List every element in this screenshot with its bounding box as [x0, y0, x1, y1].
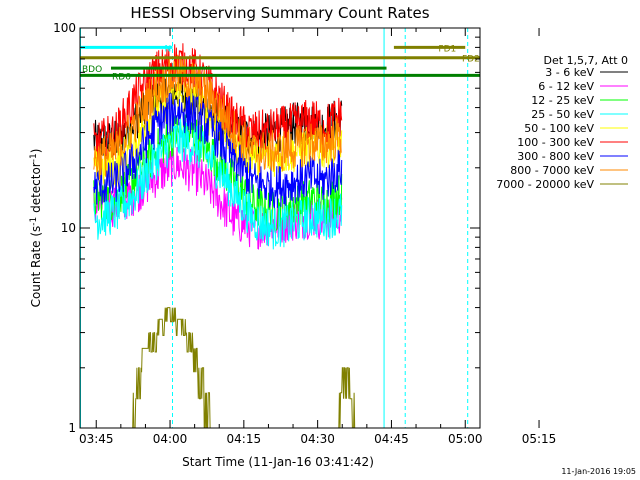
- footer-timestamp: 11-Jan-2016 19:05: [561, 467, 636, 476]
- y-tick-label-1: 10: [61, 221, 76, 235]
- y-axis-label: Count Rate (s-1 detector-1): [29, 149, 43, 308]
- x-tick-label-0: 03:45: [79, 432, 114, 446]
- annotation-label-2: FD2: [462, 55, 480, 65]
- annotation-label-0: N: [164, 44, 171, 54]
- x-tick-label-3: 04:30: [300, 432, 335, 446]
- legend-label-5: 100 - 300 keV: [517, 136, 594, 149]
- x-tick-label-1: 04:00: [153, 432, 188, 446]
- legend-label-6: 300 - 800 keV: [517, 150, 594, 163]
- legend-label-3: 25 - 50 keV: [531, 108, 594, 121]
- x-tick-label-4: 04:45: [374, 432, 409, 446]
- series-line-7: [93, 54, 342, 180]
- series-line-5: [93, 43, 343, 163]
- legend-label-0: 3 - 6 keV: [545, 66, 594, 79]
- x-axis-label: Start Time (11-Jan-16 03:41:42): [182, 455, 374, 469]
- series-line-6: [93, 92, 343, 209]
- x-tick-label-5: 05:00: [448, 432, 483, 446]
- legend-label-7: 800 - 7000 keV: [510, 164, 594, 177]
- legend-label-1: 6 - 12 keV: [538, 80, 594, 93]
- series-line-3: [93, 118, 343, 250]
- axes: 03:45 04:00 04:15 04:30 04:45 05:00 05:15 1 10 10…: [53, 21, 556, 446]
- legend-header: Det 1,5,7, Att 0: [544, 54, 628, 67]
- legend-label-4: 50 - 100 keV: [524, 122, 594, 135]
- annotation-label-4: RD6: [112, 72, 131, 82]
- x-tick-label-6: 05:15: [522, 432, 557, 446]
- plot-area: N FD1 FD2 BDO RD6: [79, 28, 480, 429]
- y-tick-label-2: 100: [53, 21, 76, 35]
- series-line-8: [93, 307, 357, 429]
- y-tick-label-0: 1: [68, 421, 76, 435]
- annotation-label-1: FD1: [438, 44, 456, 54]
- legend-label-8: 7000 - 20000 keV: [496, 178, 594, 191]
- x-tick-label-2: 04:15: [227, 432, 262, 446]
- legend-label-2: 12 - 25 keV: [531, 94, 594, 107]
- chart-title: HESSI Observing Summary Count Rates: [130, 4, 429, 22]
- annotation-label-3: BDO: [82, 65, 102, 75]
